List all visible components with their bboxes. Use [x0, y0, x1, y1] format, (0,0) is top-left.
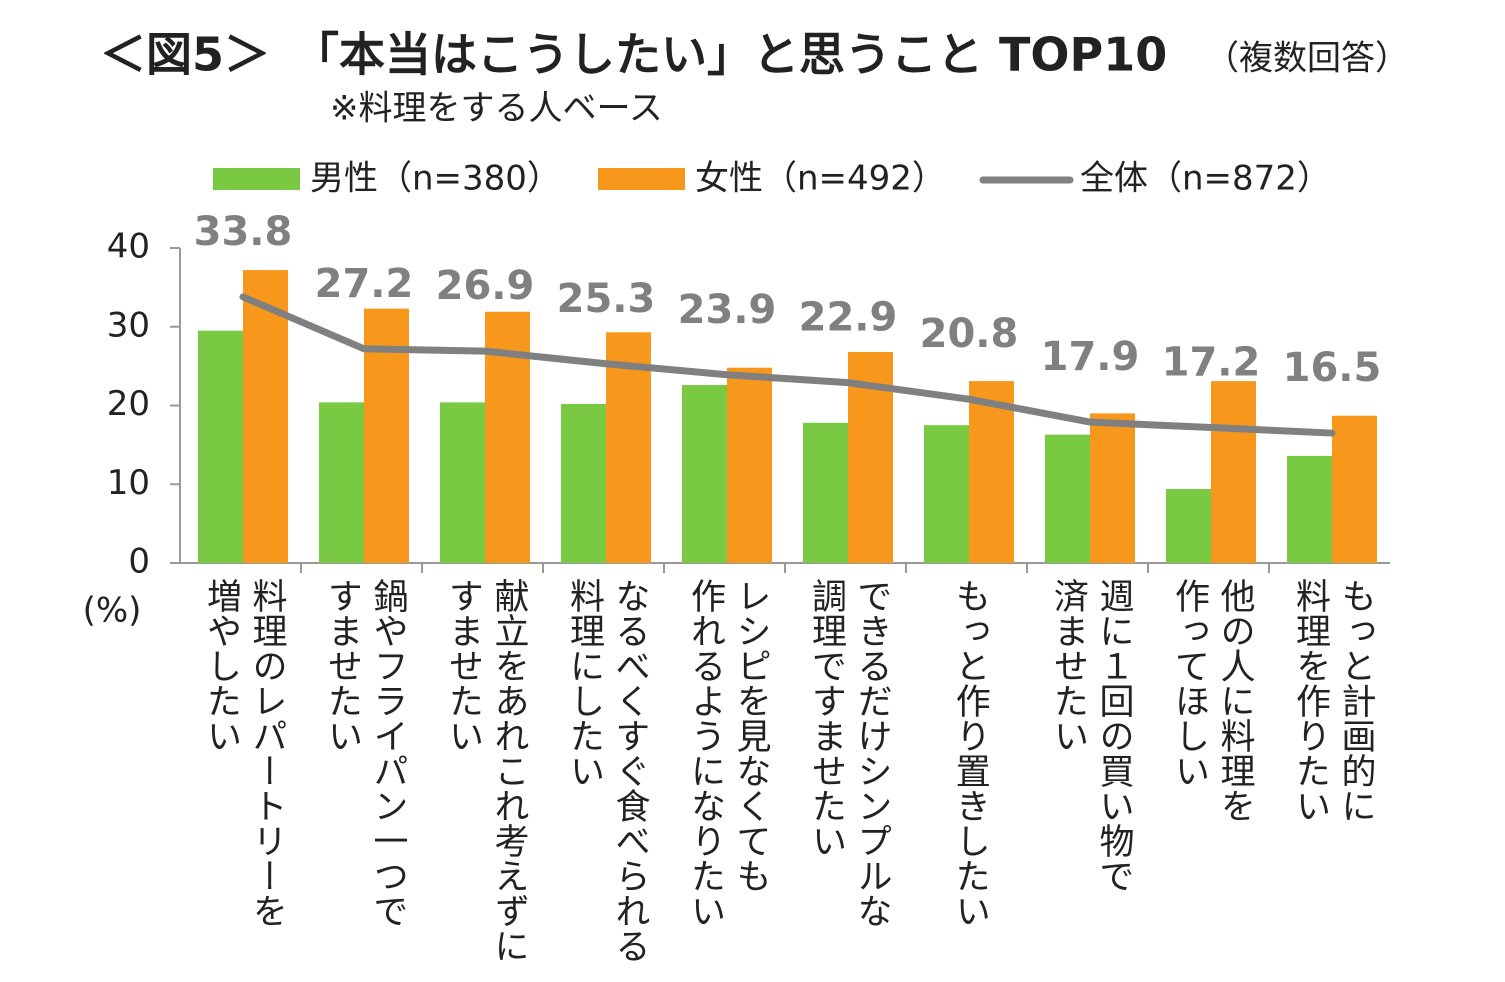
bar: [727, 367, 772, 563]
bar: [1090, 413, 1135, 563]
data-label: 23.9: [678, 287, 777, 333]
y-tick-label: 20: [107, 384, 150, 424]
line: [239, 293, 1336, 437]
x-tick-label: 料理のレパートリーを 増やしたい: [201, 578, 287, 928]
x-tick-label: 週に１回の買い物で 済ませたい: [1048, 578, 1134, 893]
bar: [1045, 434, 1090, 563]
bar: [1166, 488, 1211, 563]
legend-swatch: [213, 168, 300, 190]
data-label: 17.9: [1041, 334, 1140, 380]
bar: [440, 402, 485, 563]
y-unit: (%): [83, 591, 142, 631]
x-tick-label: できるだけシンプルな 調理ですませたい: [806, 578, 892, 928]
x-tick-label: 鍋やフライパン一つで すませたい: [322, 578, 408, 928]
y-tick-label: 40: [107, 227, 150, 267]
data-label: 16.5: [1283, 345, 1382, 391]
data-label: 33.8: [194, 209, 293, 255]
bar: [319, 402, 364, 563]
bar: [1211, 381, 1256, 563]
x-tick-label: 献立をあれこれ考えずに すませたい: [443, 578, 529, 963]
bar: [682, 385, 727, 563]
bar: [561, 403, 606, 563]
legend-swatch: [598, 168, 685, 190]
x-tick-label: もっと作り置きしたい: [949, 578, 990, 928]
legend-label: 女性（n=492）: [695, 159, 946, 199]
data-label: 27.2: [315, 261, 414, 307]
y-tick-label: 0: [128, 542, 150, 582]
data-label: 25.3: [557, 276, 656, 322]
legend-label: 男性（n=380）: [310, 159, 561, 199]
x-tick-label: 他の人に料理を 作ってほしい: [1169, 578, 1255, 823]
bar: [243, 270, 288, 563]
bar: [969, 381, 1014, 563]
legend-label: 全体（n=872）: [1080, 159, 1331, 199]
data-label: 20.8: [920, 311, 1019, 357]
bar: [606, 332, 651, 563]
data-label: 26.9: [436, 263, 535, 309]
bar: [1332, 415, 1377, 563]
bar: [924, 425, 969, 563]
data-label: 22.9: [799, 295, 898, 341]
y-tick-label: 10: [107, 463, 150, 503]
data-label: 17.2: [1162, 340, 1261, 386]
bar: [803, 422, 848, 563]
x-tick-label: なるべくすぐ食べられる 料理にしたい: [564, 578, 650, 963]
x-tick-label: もっと計画的に 料理を作りたい: [1290, 578, 1376, 823]
y-tick-label: 30: [107, 305, 150, 345]
title-note: （複数回答）: [1205, 39, 1409, 79]
x-tick-label: レシピを見なくても 作れるようになりたい: [685, 578, 771, 928]
bar: [198, 330, 243, 563]
subtitle: ※料理をする人ベース: [330, 89, 663, 129]
bar: [1287, 455, 1332, 563]
chart-title: ＜図5＞ 「本当はこうしたい」と思うこと TOP10: [100, 28, 1167, 82]
